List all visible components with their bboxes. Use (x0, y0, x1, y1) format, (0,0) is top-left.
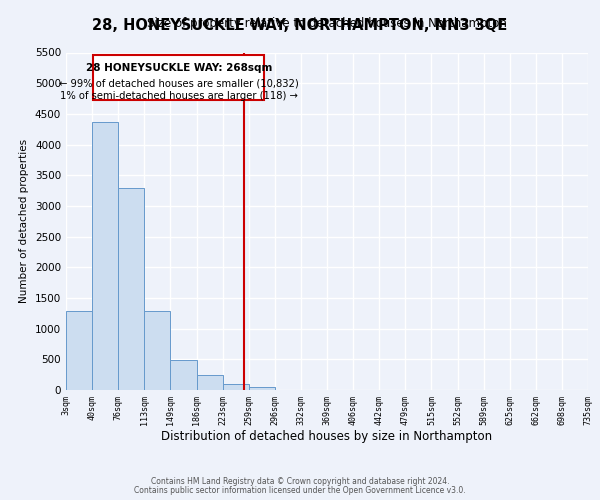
Bar (66, 312, 92, 390)
Bar (197, 376, 223, 390)
X-axis label: Distribution of detached houses by size in Northampton: Distribution of detached houses by size … (161, 430, 493, 444)
Y-axis label: Number of detached properties: Number of detached properties (19, 139, 29, 304)
Text: 1% of semi-detached houses are larger (118) →: 1% of semi-detached houses are larger (1… (60, 91, 298, 101)
Text: 28 HONEYSUCKLE WAY: 268sqm: 28 HONEYSUCKLE WAY: 268sqm (86, 63, 272, 73)
Bar (223, 384, 249, 390)
Bar (249, 387, 275, 390)
Text: ← 99% of detached houses are smaller (10,832): ← 99% of detached houses are smaller (10… (59, 78, 299, 88)
Bar (145, 312, 170, 390)
Bar (92, 122, 118, 390)
Bar (94, 55, 265, 100)
Text: Contains HM Land Registry data © Crown copyright and database right 2024.: Contains HM Land Registry data © Crown c… (151, 477, 449, 486)
Text: 28, HONEYSUCKLE WAY, NORTHAMPTON, NN3 3QE: 28, HONEYSUCKLE WAY, NORTHAMPTON, NN3 3Q… (92, 18, 508, 32)
Text: Contains public sector information licensed under the Open Government Licence v3: Contains public sector information licen… (134, 486, 466, 495)
Title: Size of property relative to detached houses in Northampton: Size of property relative to detached ho… (147, 18, 507, 30)
Bar (118, 188, 145, 390)
Bar (170, 360, 197, 390)
